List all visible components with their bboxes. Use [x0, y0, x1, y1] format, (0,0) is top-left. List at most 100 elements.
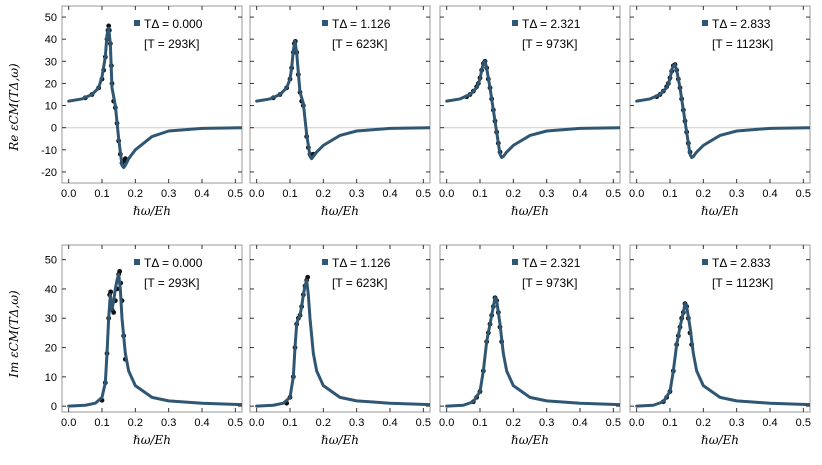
legend-t-delta: TΔ = 1.126: [332, 256, 391, 270]
legend-t-delta: TΔ = 1.126: [332, 17, 391, 31]
y-tick-label: -20: [41, 167, 57, 179]
model-curve: [445, 59, 620, 160]
x-tick-label: 0.0: [61, 188, 76, 200]
legend-temperature: [T = 973K]: [522, 276, 577, 290]
x-tick-label: 0.1: [472, 188, 487, 200]
legend-temperature: [T = 1123K]: [712, 37, 773, 51]
x-tick-label: 0.0: [629, 417, 644, 429]
x-axis-label: ℏω/Eh: [511, 433, 549, 447]
x-tick-label: 0.5: [606, 417, 621, 429]
chart-panel-im-3: 0.0 0.1 0.2 0.3 0.4 0.5 ℏω/Eh TΔ = 2.321 [T = 97…: [439, 244, 621, 447]
y-tick-label: 10: [45, 372, 57, 384]
x-tick-label: 0.1: [282, 188, 297, 200]
x-tick-label: 0.4: [194, 188, 209, 200]
model-curve: [255, 39, 430, 161]
legend-temperature: [T = 623K]: [332, 37, 387, 51]
legend-swatch: [702, 20, 708, 26]
row-label-re: Re εCM(TΔ,ω): [7, 63, 21, 152]
data-series: [284, 274, 311, 406]
y-tick-label: 10: [45, 101, 57, 113]
x-tick-label: 0.3: [729, 188, 744, 200]
legend-swatch: [512, 20, 518, 26]
x-tick-label: 0.5: [606, 188, 621, 200]
legend-temperature: [T = 293K]: [144, 276, 199, 290]
y-tick-label: 0: [51, 401, 57, 413]
x-tick-label: 0.5: [228, 417, 243, 429]
plot-frame: [249, 5, 431, 184]
x-axis-label: ℏω/Eh: [133, 433, 171, 447]
x-tick-label: 0.5: [416, 188, 431, 200]
x-axis-label: ℏω/Eh: [701, 433, 739, 447]
legend-swatch: [322, 20, 328, 26]
x-tick-label: 0.2: [316, 417, 331, 429]
legend-temperature: [T = 973K]: [522, 37, 577, 51]
y-tick-label: 40: [45, 34, 57, 46]
model-curve: [635, 302, 810, 408]
x-tick-label: 0.0: [439, 188, 454, 200]
x-tick-label: 0.2: [316, 188, 331, 200]
legend-t-delta: TΔ = 2.321: [522, 256, 581, 270]
legend-t-delta: TΔ = 2.833: [712, 17, 771, 31]
y-tick-label: 30: [45, 56, 57, 68]
plot-frame: [61, 244, 243, 413]
x-tick-label: 0.5: [228, 188, 243, 200]
x-tick-label: 0.3: [539, 188, 554, 200]
y-tick-label: -10: [41, 145, 57, 157]
x-tick-label: 0.2: [128, 188, 143, 200]
x-tick-label: 0.4: [762, 417, 777, 429]
panels: 0.0 0.1 0.2 0.3 0.4 0.5 -20 -10 0 10 20 30 40 50 ℏω/Eh…: [41, 5, 811, 447]
x-axis-label: ℏω/Eh: [321, 204, 359, 218]
x-tick-label: 0.4: [572, 417, 587, 429]
legend-t-delta: TΔ = 2.833: [712, 256, 771, 270]
data-point: [117, 268, 123, 274]
x-tick-label: 0.1: [282, 417, 297, 429]
x-tick-label: 0.3: [729, 417, 744, 429]
x-axis-label: ℏω/Eh: [133, 204, 171, 218]
model-curve: [67, 272, 242, 408]
x-tick-label: 0.0: [61, 417, 76, 429]
legend-temperature: [T = 293K]: [144, 37, 199, 51]
legend-temperature: [T = 1123K]: [712, 276, 773, 290]
x-tick-label: 0.5: [796, 417, 811, 429]
model-curve: [67, 26, 242, 170]
model-curve: [255, 278, 430, 408]
x-tick-label: 0.1: [472, 417, 487, 429]
x-tick-label: 0.0: [629, 188, 644, 200]
y-tick-label: 30: [45, 313, 57, 325]
chart-panel-re-2: 0.0 0.1 0.2 0.3 0.4 0.5 ℏω/Eh TΔ = 1.126 [T = 62…: [249, 5, 431, 218]
model-curve: [635, 63, 810, 160]
x-tick-label: 0.1: [662, 188, 677, 200]
y-tick-label: 50: [45, 255, 57, 267]
x-tick-label: 0.2: [506, 188, 521, 200]
plot-frame: [629, 5, 811, 184]
legend-t-delta: TΔ = 0.000: [144, 17, 203, 31]
x-axis-label: ℏω/Eh: [701, 204, 739, 218]
legend-swatch: [702, 259, 708, 265]
x-tick-label: 0.1: [94, 417, 109, 429]
y-tick-label: 50: [45, 12, 57, 24]
x-tick-label: 0.0: [439, 417, 454, 429]
x-tick-label: 0.0: [249, 417, 264, 429]
x-axis-label: ℏω/Eh: [321, 433, 359, 447]
x-tick-label: 0.2: [506, 417, 521, 429]
x-tick-label: 0.3: [161, 188, 176, 200]
plot-frame: [249, 244, 431, 413]
plot-frame: [629, 244, 811, 413]
data-point: [108, 289, 114, 295]
row-label-im: Im εCM(TΔ,ω): [7, 290, 21, 379]
plot-frame: [439, 5, 621, 184]
model-curve: [445, 296, 620, 408]
x-tick-label: 0.3: [349, 417, 364, 429]
chart-panel-re-4: 0.0 0.1 0.2 0.3 0.4 0.5 ℏω/Eh TΔ = 2.833 [T = 11…: [629, 5, 811, 218]
data-point: [111, 309, 117, 315]
x-tick-label: 0.5: [796, 188, 811, 200]
legend-t-delta: TΔ = 0.000: [144, 256, 203, 270]
x-tick-label: 0.1: [662, 417, 677, 429]
x-tick-label: 0.4: [572, 188, 587, 200]
x-tick-label: 0.1: [94, 188, 109, 200]
legend-swatch: [512, 259, 518, 265]
y-tick-label: 40: [45, 284, 57, 296]
x-tick-label: 0.2: [696, 188, 711, 200]
x-tick-label: 0.2: [696, 417, 711, 429]
